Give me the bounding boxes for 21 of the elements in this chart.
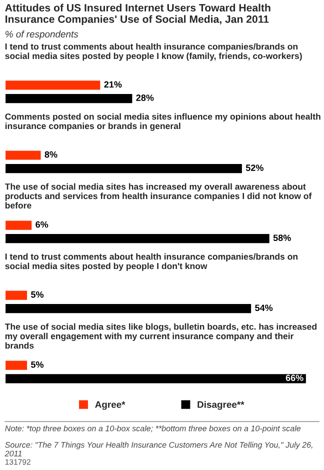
data-label: 6%: [36, 221, 48, 228]
data-label: 5%: [31, 361, 44, 368]
chart-title: Attitudes of US Insured Internet Users Toward Health Insurance Companies' Use of Social Media, Jan 2011: [5, 4, 270, 25]
data-label: 54%: [255, 304, 273, 312]
data-label: 66%: [286, 374, 304, 382]
data-label: 21%: [104, 81, 122, 88]
y-tick-label: The use of social media sites has increased my overall awareness about products and services from health insurance companies I did not know of before: [4, 183, 312, 209]
y-tick-label: I tend to trust comments about health insurance companies/brands on social media sites posted by people I know (family, friends, co-workers): [5, 43, 302, 61]
data-label: 58%: [273, 234, 291, 242]
y-tick-label: I tend to trust comments about health insurance companies/brands on social media sites posted by people I don't know: [5, 253, 298, 271]
chart-subtitle: % of respondents: [6, 30, 78, 40]
data-label: 5%: [31, 291, 44, 298]
source-note: Source: "The 7 Things Your Health Insurance Customers Are Not Telling You," July 26, 2011: [4, 442, 312, 456]
y-tick-label: The use of social media sites like blogs, bulletin boards, etc. has increased my overall engagement with my current insurance company and their brands: [4, 323, 316, 349]
data-label: 28%: [136, 94, 154, 101]
data-label: 8%: [44, 151, 58, 158]
data-label: 52%: [246, 164, 264, 171]
legend-label: Disagree**: [198, 400, 244, 410]
legend-label: Agree*: [95, 401, 126, 410]
text: Note: *top three boxes on a 10-box scale; **bottom three boxes on a 10-point scale: [5, 425, 301, 433]
y-tick-label: Comments posted on social media sites influence my opinions about health insurance companies or brands in general: [5, 113, 320, 131]
